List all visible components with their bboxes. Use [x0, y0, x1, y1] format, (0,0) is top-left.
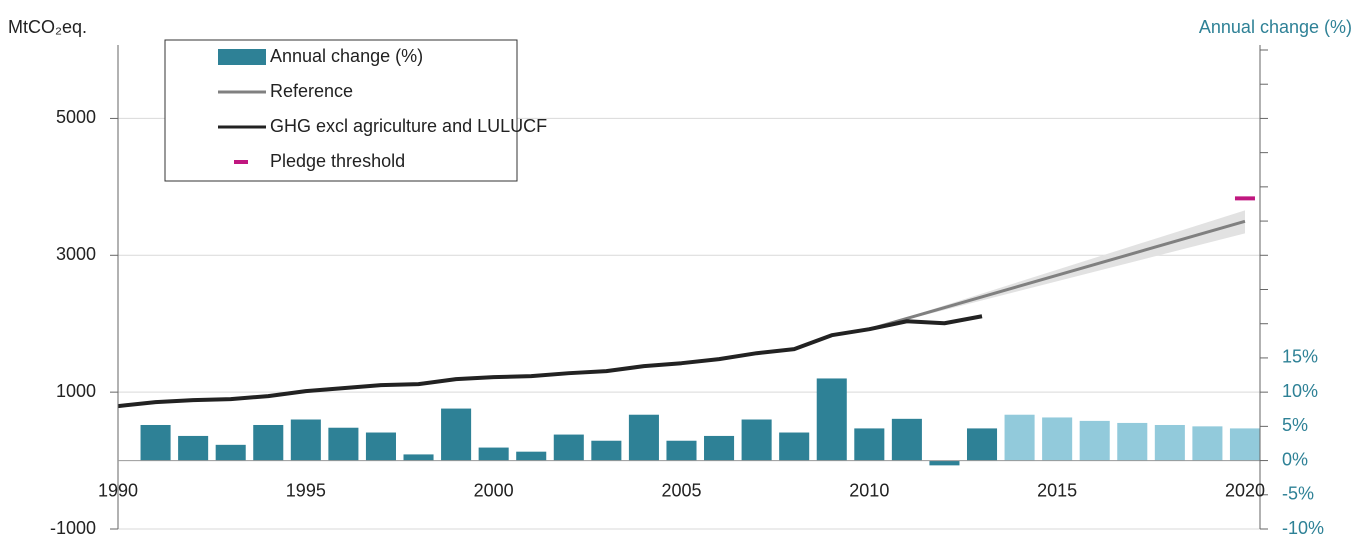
x-tick-label: 1995 — [286, 480, 326, 500]
bar — [1042, 417, 1073, 461]
bar — [253, 424, 284, 461]
bar — [966, 428, 998, 461]
bar — [290, 419, 321, 461]
bar — [403, 454, 434, 461]
line — [117, 314, 983, 409]
bar — [704, 435, 735, 461]
bar — [1229, 428, 1260, 461]
bar — [140, 424, 171, 461]
x-tick-label: 2010 — [849, 480, 889, 500]
x-tick-label: 1990 — [98, 480, 138, 500]
bar — [741, 419, 772, 461]
x-tick-label: 2000 — [474, 480, 514, 500]
bar — [1079, 420, 1110, 461]
bar — [1004, 414, 1035, 461]
legend-label: GHG excl agriculture and LULUCF — [270, 116, 547, 136]
marks — [117, 196, 1260, 466]
y-axis-title: MtCO₂eq. — [8, 17, 87, 37]
bar — [178, 435, 209, 461]
bar — [441, 408, 472, 461]
bar — [365, 432, 396, 461]
legend: Annual change (%) Reference GHG excl agric… — [164, 39, 547, 182]
y-tick-label: -1000 — [50, 518, 96, 538]
bar — [1192, 426, 1223, 461]
legend-label: Reference — [270, 81, 353, 101]
bar — [854, 428, 885, 461]
x-tick-label: 2020 — [1225, 480, 1265, 500]
x-tick-label: 2005 — [661, 480, 701, 500]
bar — [516, 451, 547, 461]
bar — [553, 434, 584, 461]
x-tick-label: 2015 — [1037, 480, 1077, 500]
bar — [816, 378, 847, 461]
y2-tick-label: 5% — [1282, 415, 1308, 435]
bar — [779, 432, 810, 461]
bar — [666, 440, 697, 461]
reference-band — [869, 210, 1245, 330]
y2-tick-label: -10% — [1282, 518, 1324, 538]
bar — [478, 447, 509, 461]
y-tick-label: 1000 — [56, 381, 96, 401]
bar — [891, 418, 922, 461]
line — [868, 219, 1246, 331]
y2-axis-title: Annual change (%) — [1199, 17, 1352, 37]
y-tick-label: 3000 — [56, 244, 96, 264]
bar — [215, 444, 246, 461]
y-tick-label: 5000 — [56, 107, 96, 127]
bar — [929, 460, 960, 466]
axes: -1000 1000 3000 5000 -10% -5% 0% 5% 10% 15% 1990 19… — [50, 45, 1324, 538]
bar — [1117, 422, 1148, 461]
legend-label: Annual change (%) — [270, 46, 423, 66]
legend-label: Pledge threshold — [270, 151, 405, 171]
bar — [328, 427, 359, 461]
bar — [591, 440, 622, 461]
y2-tick-label: 15% — [1282, 347, 1318, 367]
bar — [628, 414, 659, 461]
y2-tick-label: -5% — [1282, 484, 1314, 504]
legend-swatch — [218, 49, 266, 65]
y2-tick-label: 10% — [1282, 381, 1318, 401]
bar — [1154, 424, 1185, 461]
y2-tick-label: 0% — [1282, 449, 1308, 469]
